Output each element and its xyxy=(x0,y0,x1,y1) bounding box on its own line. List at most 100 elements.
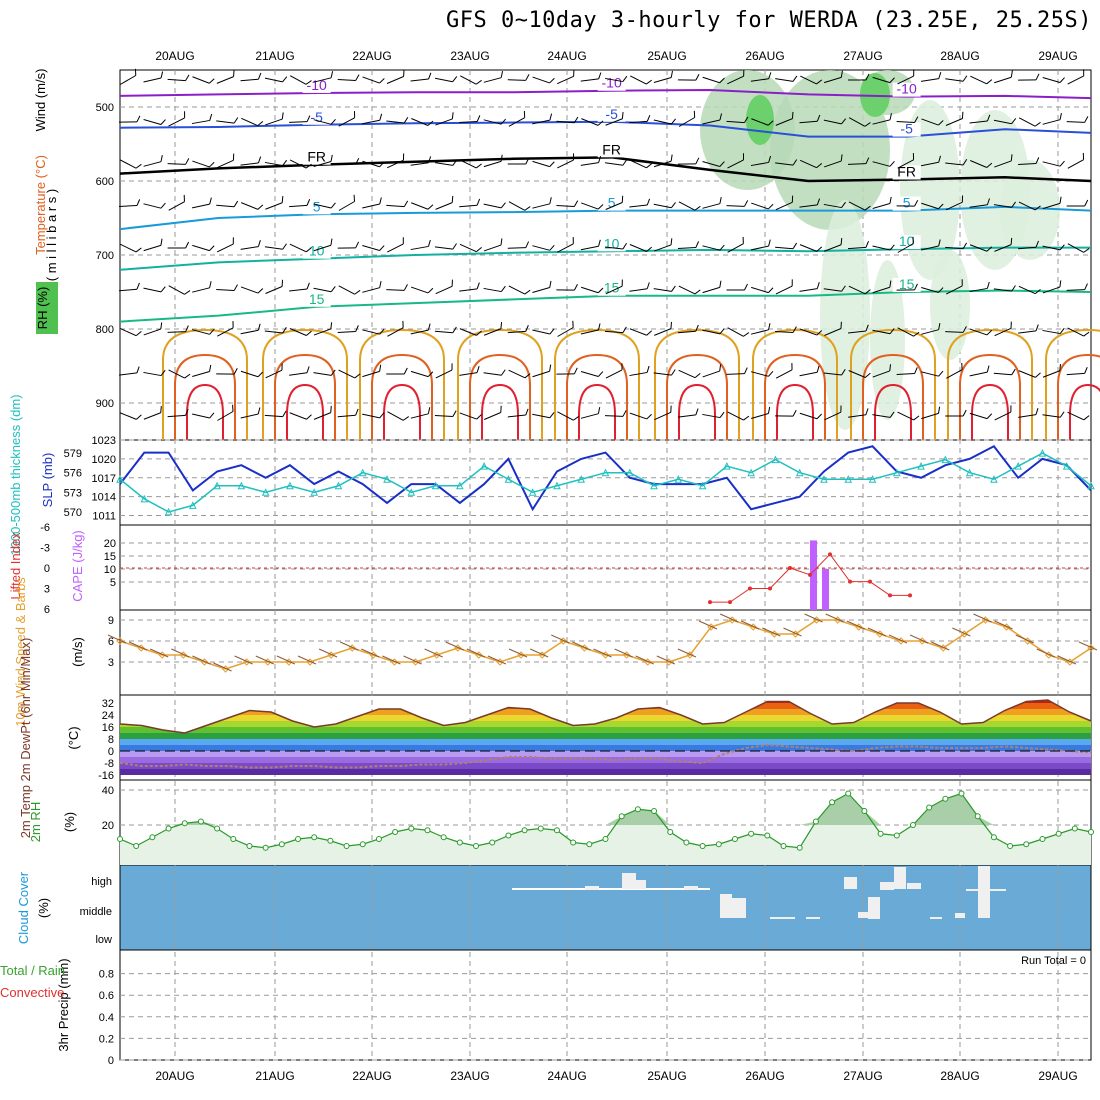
wind-barb-flag xyxy=(961,195,964,203)
wind-barb-flag xyxy=(451,363,453,371)
wind-barb-flag xyxy=(501,369,506,376)
wind-barb-staff xyxy=(1067,159,1084,169)
wind-barb xyxy=(897,153,915,169)
wind-barb-flag xyxy=(232,321,234,328)
wind-barb-staff xyxy=(556,205,575,207)
wind-barb-staff xyxy=(507,330,526,334)
wind-barb-flag xyxy=(865,240,870,248)
wind-barb-staff xyxy=(702,245,721,251)
wind-barb xyxy=(1018,370,1041,378)
rh-point xyxy=(230,836,237,842)
wind-barb-staff xyxy=(1042,286,1061,294)
wind-barb-staff xyxy=(994,411,1012,421)
wind-barb xyxy=(192,160,215,168)
thickness-marker xyxy=(553,481,561,490)
thickness-marker xyxy=(941,455,950,464)
isotherm-label: FR xyxy=(307,149,326,165)
wind-barb xyxy=(945,409,967,417)
wind-barb-staff xyxy=(677,330,696,334)
wind-barb-staff xyxy=(483,77,502,83)
wind-barb xyxy=(507,324,529,334)
wind-barb xyxy=(143,238,163,252)
wind-barb xyxy=(191,197,212,209)
wind-barb-staff xyxy=(216,204,235,208)
rh-legend-swatch xyxy=(36,282,58,334)
wind-barb-flag xyxy=(135,331,142,337)
wind-barb-10m xyxy=(804,613,823,623)
wind-barb-flag xyxy=(1010,154,1013,161)
wind-barb-flag xyxy=(670,118,677,125)
wind-barb-flag xyxy=(233,284,238,291)
wind-barb xyxy=(605,159,628,166)
wind-barb-flag xyxy=(257,121,264,127)
rh-shading-high xyxy=(746,95,774,145)
temperature-contour-warm xyxy=(1045,328,1100,440)
wind-barb-flag xyxy=(1059,196,1062,204)
temperature-contour-warm xyxy=(481,383,519,440)
wind-barb-staff xyxy=(240,329,259,335)
wind-barb xyxy=(119,412,142,420)
wind-barb-staff xyxy=(581,202,599,210)
thickness-marker xyxy=(1014,462,1022,470)
wind-barb-staff xyxy=(653,203,672,209)
rh-point xyxy=(861,808,868,814)
temperature-contour-warm xyxy=(776,383,814,440)
wind-speed-marker xyxy=(285,658,293,666)
wind-barb xyxy=(557,153,575,169)
wind-barb-staff xyxy=(872,370,890,378)
wind-barb-flag xyxy=(986,246,993,252)
wind-barb-flag xyxy=(573,283,578,291)
wind-barb xyxy=(386,153,405,169)
wind-barb xyxy=(702,76,725,84)
wind-barb-staff xyxy=(945,246,964,250)
wind-barb-flag xyxy=(257,156,262,164)
wind-barb-staff xyxy=(702,119,721,125)
wind-barb-flag xyxy=(451,112,454,119)
wind-barb-flag xyxy=(744,283,748,291)
wind-barb-flag xyxy=(500,154,503,162)
wind-barb xyxy=(799,365,820,377)
wind-speed-marker xyxy=(644,658,652,666)
wind-barb-flag xyxy=(1083,69,1085,76)
wind-barb-flag xyxy=(549,280,552,288)
wind-barb-staff xyxy=(532,76,550,84)
wind-barb xyxy=(532,244,555,251)
wind-barb xyxy=(313,369,336,376)
wind-barb-staff xyxy=(167,331,186,333)
rh-tick: 40 xyxy=(102,785,114,797)
wind-barb-flag xyxy=(840,405,842,413)
wind-barb-10m xyxy=(551,634,570,644)
rh-point xyxy=(958,790,965,797)
wind-barb xyxy=(629,244,653,252)
isotherm-label-bg xyxy=(892,165,921,180)
wind-speed-line xyxy=(119,619,1092,670)
wind-barb xyxy=(216,117,239,124)
wind-barb-flag xyxy=(379,280,382,288)
wind-barb-staff xyxy=(726,120,745,124)
wind-barb-flag xyxy=(597,371,604,377)
wind-barb-flag xyxy=(402,153,405,161)
wind-barb xyxy=(629,114,651,124)
wind-barb-10m xyxy=(276,655,296,665)
isotherm-label-bg xyxy=(892,235,921,250)
temperature-contour-warm xyxy=(764,353,826,440)
wind-speed-marker xyxy=(897,637,905,645)
wind-barb-staff xyxy=(970,75,987,85)
wind-barb-staff xyxy=(993,204,1012,208)
wind-barb-staff xyxy=(799,159,817,169)
wind-barb-staff xyxy=(750,245,769,251)
wind-barb-staff xyxy=(143,77,162,83)
rh-point xyxy=(570,839,577,846)
wind-barb-flag xyxy=(282,76,288,83)
wind-barb xyxy=(532,197,552,209)
wind-barb xyxy=(556,116,579,124)
wind-barb xyxy=(993,368,1016,376)
wind-barb-flag xyxy=(330,322,333,329)
wind-barb xyxy=(1042,411,1065,418)
wind-barb-flag xyxy=(281,112,284,120)
wind-barb xyxy=(434,243,457,250)
wind-barb-staff xyxy=(921,329,939,335)
cape-tick: 10 xyxy=(104,564,116,576)
wind-barb xyxy=(216,237,234,253)
wind-barb-staff xyxy=(119,75,137,85)
